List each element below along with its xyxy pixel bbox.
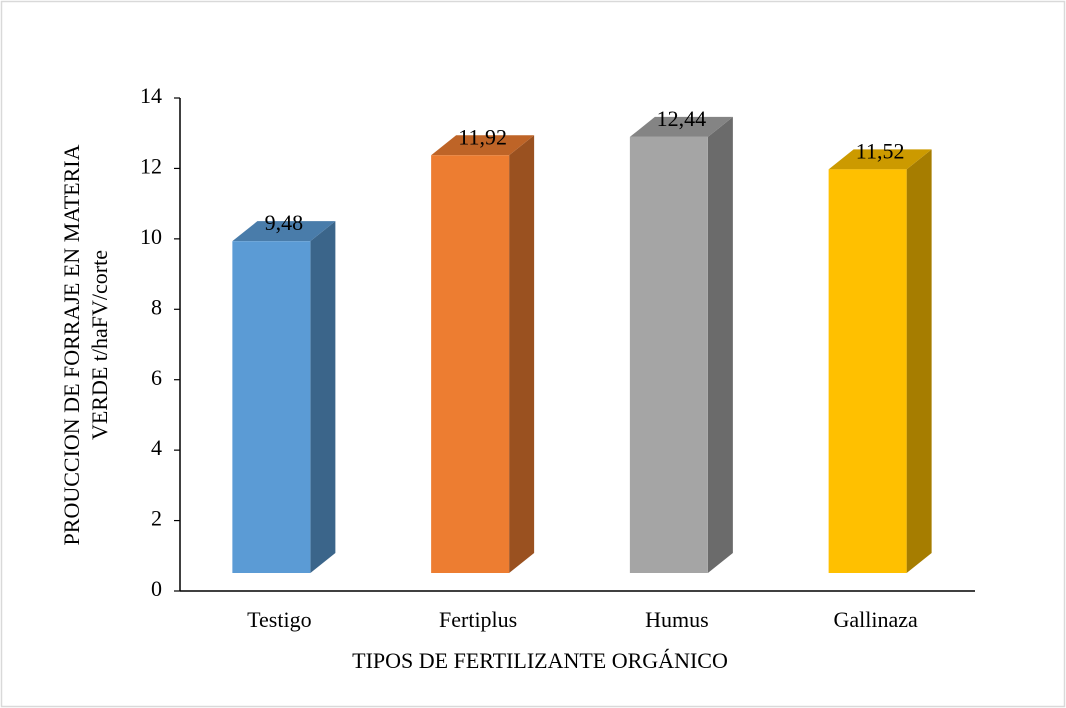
bar-front (629, 136, 708, 574)
y-tick-label: 14 (140, 83, 162, 108)
y-tick-label: 12 (140, 153, 162, 178)
bar-side (906, 149, 932, 574)
y-axis-title: PROUCCION DE FORRAJE EN MATERIA VERDE t/… (59, 144, 112, 545)
bar (828, 149, 932, 574)
x-axis-title: TIPOS DE FERTILIZANTE ORGÁNICO (352, 648, 728, 673)
value-label: 12,44 (657, 106, 707, 131)
bar (232, 221, 336, 573)
y-tick-label: 2 (151, 506, 162, 531)
y-tick-label: 0 (151, 576, 162, 601)
y-axis-title-line: VERDE t/haFV/corte (87, 250, 112, 440)
y-tick-label: 4 (151, 435, 162, 460)
bar-top (232, 221, 336, 242)
x-tick-label: Fertiplus (439, 607, 517, 632)
y-axis-title-line: PROUCCION DE FORRAJE EN MATERIA (59, 144, 84, 545)
bar-side (310, 221, 336, 573)
y-tick-label: 8 (151, 294, 162, 319)
bar (629, 116, 733, 574)
value-label: 9,48 (265, 210, 304, 235)
bar-side (707, 116, 733, 573)
bar-side (509, 135, 535, 573)
x-tick-label: Humus (645, 607, 709, 632)
bar-front (232, 241, 311, 573)
bar (431, 135, 535, 573)
bar-top (629, 116, 733, 137)
value-label: 11,52 (856, 138, 905, 163)
value-label: 11,92 (458, 124, 507, 149)
bar-top (431, 135, 535, 156)
bar-front (431, 155, 510, 573)
x-tick-label: Testigo (247, 607, 311, 632)
y-tick-label: 6 (151, 365, 162, 390)
bar-top (828, 149, 932, 170)
y-tick-label: 10 (140, 224, 162, 249)
bar-front (828, 169, 907, 573)
x-tick-label: Gallinaza (833, 607, 918, 632)
